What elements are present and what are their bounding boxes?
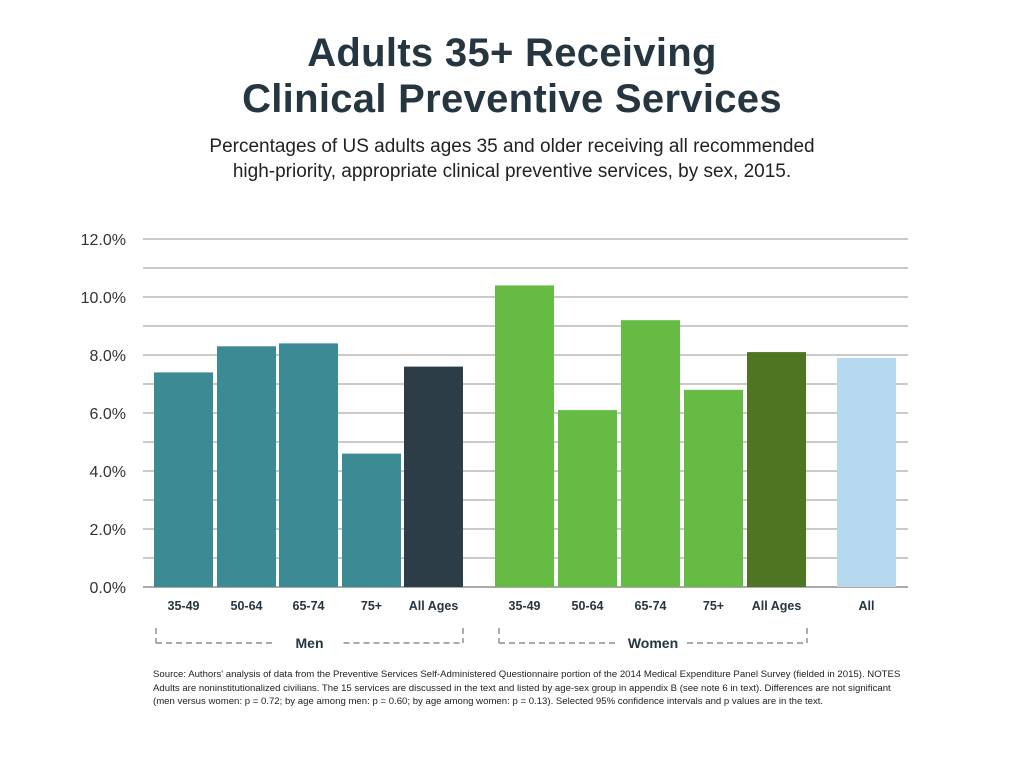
bar [404, 366, 463, 587]
bar [217, 346, 276, 587]
chart-subtitle-line2: high-priority, appropriate clinical prev… [232, 161, 792, 182]
y-tick-label: 8.0% [90, 348, 126, 365]
source-note: Source: Authors' analysis of data from t… [153, 669, 901, 707]
bar [837, 357, 896, 587]
x-tick-label: 75+ [703, 599, 724, 613]
y-tick-label: 2.0% [90, 522, 126, 539]
bar [342, 453, 401, 587]
group-label: Women [628, 635, 678, 651]
group-label: Men [296, 635, 324, 651]
chart-subtitle: Percentages of US adults ages 35 and old… [0, 134, 1024, 184]
x-tick-label: 75+ [361, 599, 382, 613]
bar [747, 352, 806, 587]
x-tick-label: All Ages [752, 599, 802, 613]
bar [154, 372, 213, 587]
x-tick-label: 50-64 [572, 599, 604, 613]
y-tick-label: 12.0% [81, 232, 126, 249]
bar-chart: 0.0% 2.0% 4.0% 6.0% 8.0% 10.0% 12.0% 35-49 50-64… [81, 232, 908, 651]
x-tick-label: 35-49 [509, 599, 541, 613]
bar [621, 320, 680, 587]
x-tick-label: All Ages [409, 599, 459, 613]
y-tick-label: 0.0% [90, 580, 126, 597]
bar [495, 285, 554, 587]
bar [558, 410, 617, 587]
chart-subtitle-line1: Percentages of US adults ages 35 and old… [209, 136, 815, 157]
chart-title-line1: Adults 35+ Receiving [307, 31, 717, 75]
x-tick-label: 65-74 [293, 599, 325, 613]
y-tick-label: 4.0% [90, 464, 126, 481]
y-tick-label: 10.0% [81, 290, 126, 307]
chart-title-line2: Clinical Preventive Services [242, 77, 782, 121]
x-tick-label: 50-64 [231, 599, 263, 613]
x-tick-label: 35-49 [168, 599, 200, 613]
bar [684, 389, 743, 587]
bar [279, 343, 338, 587]
x-tick-label: All [859, 599, 875, 613]
x-tick-label: 65-74 [635, 599, 667, 613]
chart-title: Adults 35+ Receiving Clinical Preventive… [0, 30, 1024, 122]
y-tick-label: 6.0% [90, 406, 126, 423]
